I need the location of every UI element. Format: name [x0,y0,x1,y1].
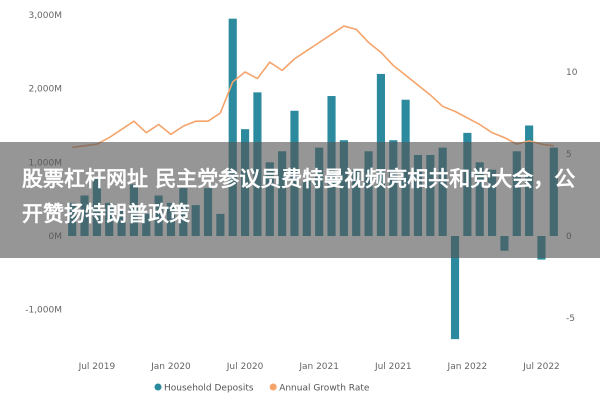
caption-overlay-band [0,142,600,258]
x-axis-tick-label: Jul 2019 [78,362,116,372]
right-axis-tick-label: 10 [566,68,578,78]
x-axis-tick-label: Jan 2021 [298,362,339,372]
left-axis-tick-label: -1,000M [25,306,62,316]
x-axis-tick-label: Jan 2020 [150,362,191,372]
x-axis-tick-label: Jul 2020 [226,362,264,372]
left-axis-tick-label: 2,000M [28,85,62,95]
x-axis-tick-label: Jan 2022 [447,362,488,372]
legend-label: Household Deposits [164,384,254,394]
x-axis-tick-label: Jul 2022 [522,362,560,372]
legend-marker [269,383,277,391]
annual-growth-rate-line [72,25,554,149]
left-axis-tick-label: 3,000M [28,11,62,21]
caption-overlay-text: 股票杠杆网址 民主党参议员费特曼视频亮相共和党大会，公开赞扬特朗普政策 [22,167,576,226]
growth-rate-polyline [72,25,554,149]
x-axis-tick-label: Jul 2021 [374,362,412,372]
deposit-bar [450,236,460,340]
x-axis: Jul 2019 Jan 2020 Jul 2020 Jan 2021 Jul 2021… [78,362,560,372]
legend-marker [154,383,162,391]
deposit-bar [228,18,237,237]
legend-label: Annual Growth Rate [279,384,370,394]
right-axis-tick-label: -5 [566,314,575,324]
chart-legend: Household Deposits Annual Growth Rate [154,383,370,394]
